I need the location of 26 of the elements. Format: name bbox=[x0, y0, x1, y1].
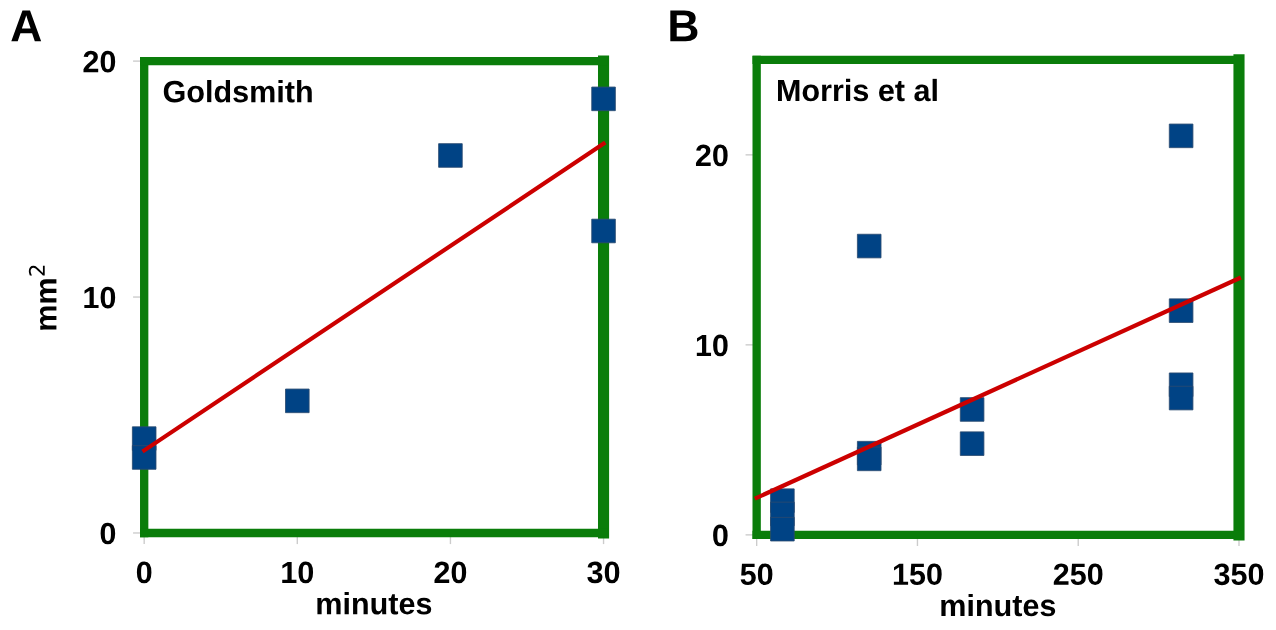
point bbox=[770, 516, 795, 542]
x-tick-label: 250 bbox=[1053, 563, 1103, 586]
annotation: Goldsmith bbox=[163, 79, 312, 103]
x-axis-title: minutes bbox=[941, 593, 1056, 617]
point bbox=[1168, 123, 1194, 149]
x-tick-label: 30 bbox=[587, 561, 620, 584]
x-tick-label: 50 bbox=[740, 563, 773, 586]
point bbox=[959, 431, 985, 456]
y-tick-label: 10 bbox=[696, 334, 728, 357]
x-tick-label: 10 bbox=[282, 561, 314, 584]
y-tick-label: 20 bbox=[83, 50, 116, 73]
annotation: Morris et al bbox=[778, 78, 937, 102]
x-tick-label: 350 bbox=[1214, 563, 1264, 586]
chart-title: B bbox=[670, 10, 698, 42]
point bbox=[1168, 385, 1194, 411]
y-tick-label: 10 bbox=[84, 286, 116, 309]
x-axis-title: minutes bbox=[317, 592, 432, 615]
x-tick-label: 20 bbox=[434, 561, 467, 584]
point bbox=[591, 86, 616, 112]
chart-title: A bbox=[11, 10, 42, 42]
x-tick-label: 150 bbox=[893, 563, 942, 586]
y-tick-label: 20 bbox=[695, 144, 728, 167]
y-axis-title: mm$^{2}$ bbox=[28, 265, 57, 330]
y-tick-label: 0 bbox=[100, 522, 116, 545]
y-tick-label: 0 bbox=[713, 524, 728, 547]
x-tick-label: 0 bbox=[136, 561, 152, 584]
